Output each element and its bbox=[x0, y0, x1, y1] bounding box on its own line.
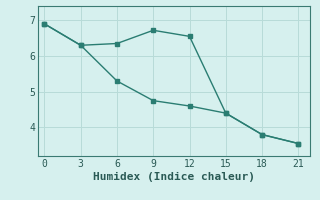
X-axis label: Humidex (Indice chaleur): Humidex (Indice chaleur) bbox=[93, 172, 255, 182]
